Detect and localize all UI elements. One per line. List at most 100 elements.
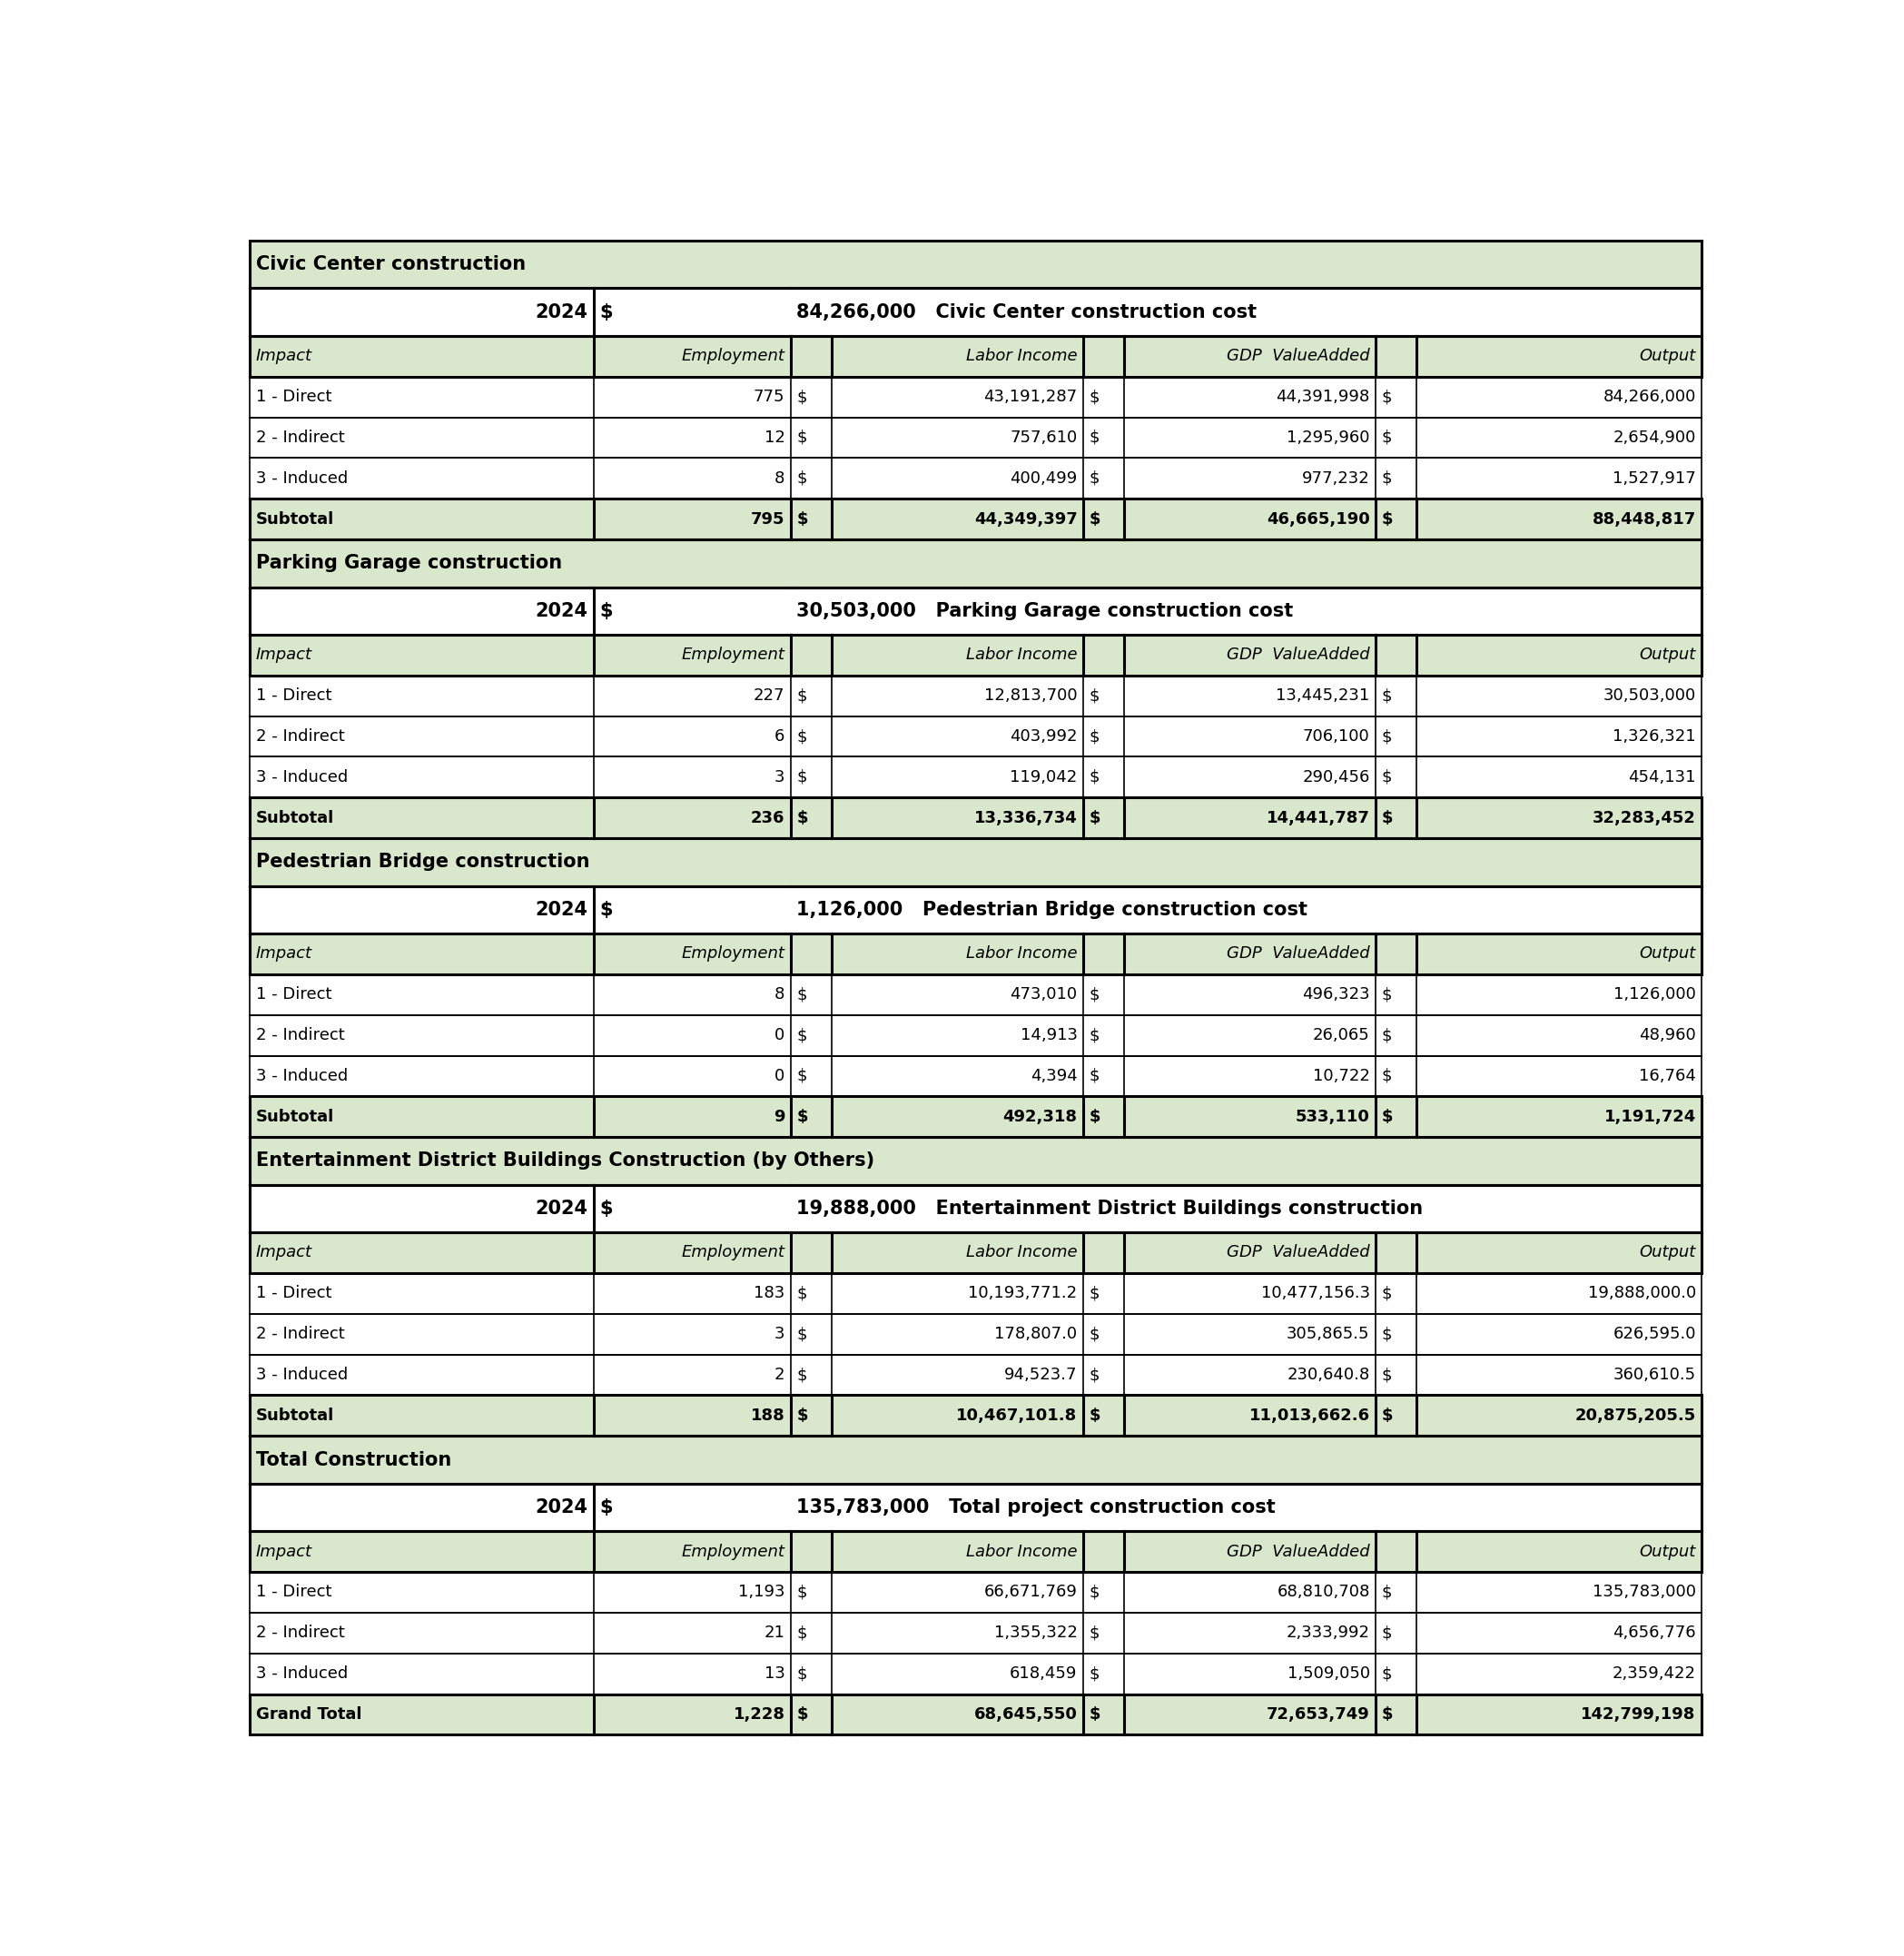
Bar — [1083, 1056, 1123, 1097]
Text: $: $ — [1382, 986, 1392, 1003]
Bar — [790, 933, 832, 974]
Text: 142,799,198: 142,799,198 — [1580, 1706, 1696, 1723]
Bar — [594, 716, 790, 757]
Bar — [832, 1653, 1083, 1694]
Text: $: $ — [796, 1109, 807, 1125]
Text: 2024: 2024 — [535, 1498, 588, 1516]
Bar — [249, 1314, 594, 1354]
Text: $: $ — [796, 1665, 807, 1682]
Text: $: $ — [1089, 810, 1101, 825]
Bar — [832, 1354, 1083, 1395]
Text: 3 - Induced: 3 - Induced — [255, 1665, 348, 1682]
Bar — [249, 1573, 594, 1612]
Text: $: $ — [1089, 1408, 1101, 1424]
Bar — [249, 540, 1702, 587]
Bar — [249, 1232, 594, 1273]
Text: 68,810,708: 68,810,708 — [1278, 1584, 1369, 1600]
Bar — [1417, 458, 1702, 499]
Bar — [1417, 716, 1702, 757]
Text: $: $ — [1089, 1285, 1101, 1301]
Bar — [594, 1573, 790, 1612]
Text: 2 - Indirect: 2 - Indirect — [255, 728, 345, 745]
Text: 0: 0 — [775, 1068, 784, 1084]
Bar — [832, 378, 1083, 417]
Text: 3 - Induced: 3 - Induced — [255, 1367, 348, 1383]
Text: $: $ — [1382, 1367, 1392, 1383]
Text: 1,527,917: 1,527,917 — [1613, 469, 1696, 487]
Bar — [1417, 378, 1702, 417]
Bar — [249, 241, 1702, 288]
Text: 454,131: 454,131 — [1628, 769, 1696, 786]
Bar — [1377, 378, 1417, 417]
Bar — [1083, 1354, 1123, 1395]
Text: $: $ — [796, 1408, 807, 1424]
Text: 72,653,749: 72,653,749 — [1266, 1706, 1369, 1723]
Text: Impact: Impact — [255, 1543, 312, 1559]
Text: $: $ — [1089, 1027, 1101, 1043]
Text: 1 - Direct: 1 - Direct — [255, 389, 331, 405]
Bar — [790, 1483, 1702, 1532]
Text: 3 - Induced: 3 - Induced — [255, 469, 348, 487]
Bar — [249, 288, 594, 336]
Bar — [249, 886, 594, 933]
Bar — [832, 499, 1083, 540]
Bar — [1417, 1612, 1702, 1653]
Text: $: $ — [796, 1068, 807, 1084]
Text: 13,336,734: 13,336,734 — [975, 810, 1078, 825]
Bar — [790, 1056, 832, 1097]
Bar — [832, 1694, 1083, 1735]
Text: $: $ — [1382, 1109, 1394, 1125]
Text: $: $ — [796, 511, 807, 528]
Bar — [249, 458, 594, 499]
Bar — [1123, 1015, 1377, 1056]
Bar — [594, 1483, 790, 1532]
Bar — [594, 974, 790, 1015]
Bar — [832, 933, 1083, 974]
Bar — [832, 675, 1083, 716]
Text: 4,656,776: 4,656,776 — [1613, 1625, 1696, 1641]
Text: 30,503,000   Parking Garage construction cost: 30,503,000 Parking Garage construction c… — [796, 602, 1293, 620]
Bar — [249, 378, 594, 417]
Text: $: $ — [1089, 1665, 1101, 1682]
Text: 2 - Indirect: 2 - Indirect — [255, 430, 345, 446]
Text: $: $ — [1382, 810, 1394, 825]
Bar — [1123, 1273, 1377, 1314]
Text: 19,888,000   Entertainment District Buildings construction: 19,888,000 Entertainment District Buildi… — [796, 1199, 1424, 1217]
Text: 1,326,321: 1,326,321 — [1613, 728, 1696, 745]
Bar — [832, 757, 1083, 798]
Text: 1,193: 1,193 — [739, 1584, 784, 1600]
Bar — [1417, 757, 1702, 798]
Bar — [1083, 378, 1123, 417]
Bar — [594, 1314, 790, 1354]
Bar — [790, 675, 832, 716]
Text: Impact: Impact — [255, 945, 312, 962]
Bar — [1377, 1694, 1417, 1735]
Text: 88,448,817: 88,448,817 — [1592, 511, 1696, 528]
Text: 977,232: 977,232 — [1302, 469, 1369, 487]
Text: 2 - Indirect: 2 - Indirect — [255, 1625, 345, 1641]
Text: $: $ — [796, 1326, 807, 1342]
Bar — [1123, 499, 1377, 540]
Bar — [1377, 499, 1417, 540]
Text: 1 - Direct: 1 - Direct — [255, 689, 331, 704]
Bar — [1377, 974, 1417, 1015]
Bar — [1417, 675, 1702, 716]
Text: $: $ — [1382, 1625, 1392, 1641]
Bar — [832, 1056, 1083, 1097]
Bar — [832, 1232, 1083, 1273]
Text: 290,456: 290,456 — [1302, 769, 1369, 786]
Text: GDP  ValueAdded: GDP ValueAdded — [1226, 1543, 1369, 1559]
Text: 8: 8 — [775, 986, 784, 1003]
Bar — [790, 587, 1702, 634]
Text: 20,875,205.5: 20,875,205.5 — [1575, 1408, 1696, 1424]
Bar — [1377, 798, 1417, 839]
Text: Parking Garage construction: Parking Garage construction — [255, 554, 562, 573]
Bar — [1377, 1232, 1417, 1273]
Text: 533,110: 533,110 — [1295, 1109, 1369, 1125]
Bar — [1083, 1395, 1123, 1436]
Bar — [832, 798, 1083, 839]
Bar — [832, 1314, 1083, 1354]
Bar — [249, 974, 594, 1015]
Text: $: $ — [796, 1367, 807, 1383]
Bar — [1377, 1273, 1417, 1314]
